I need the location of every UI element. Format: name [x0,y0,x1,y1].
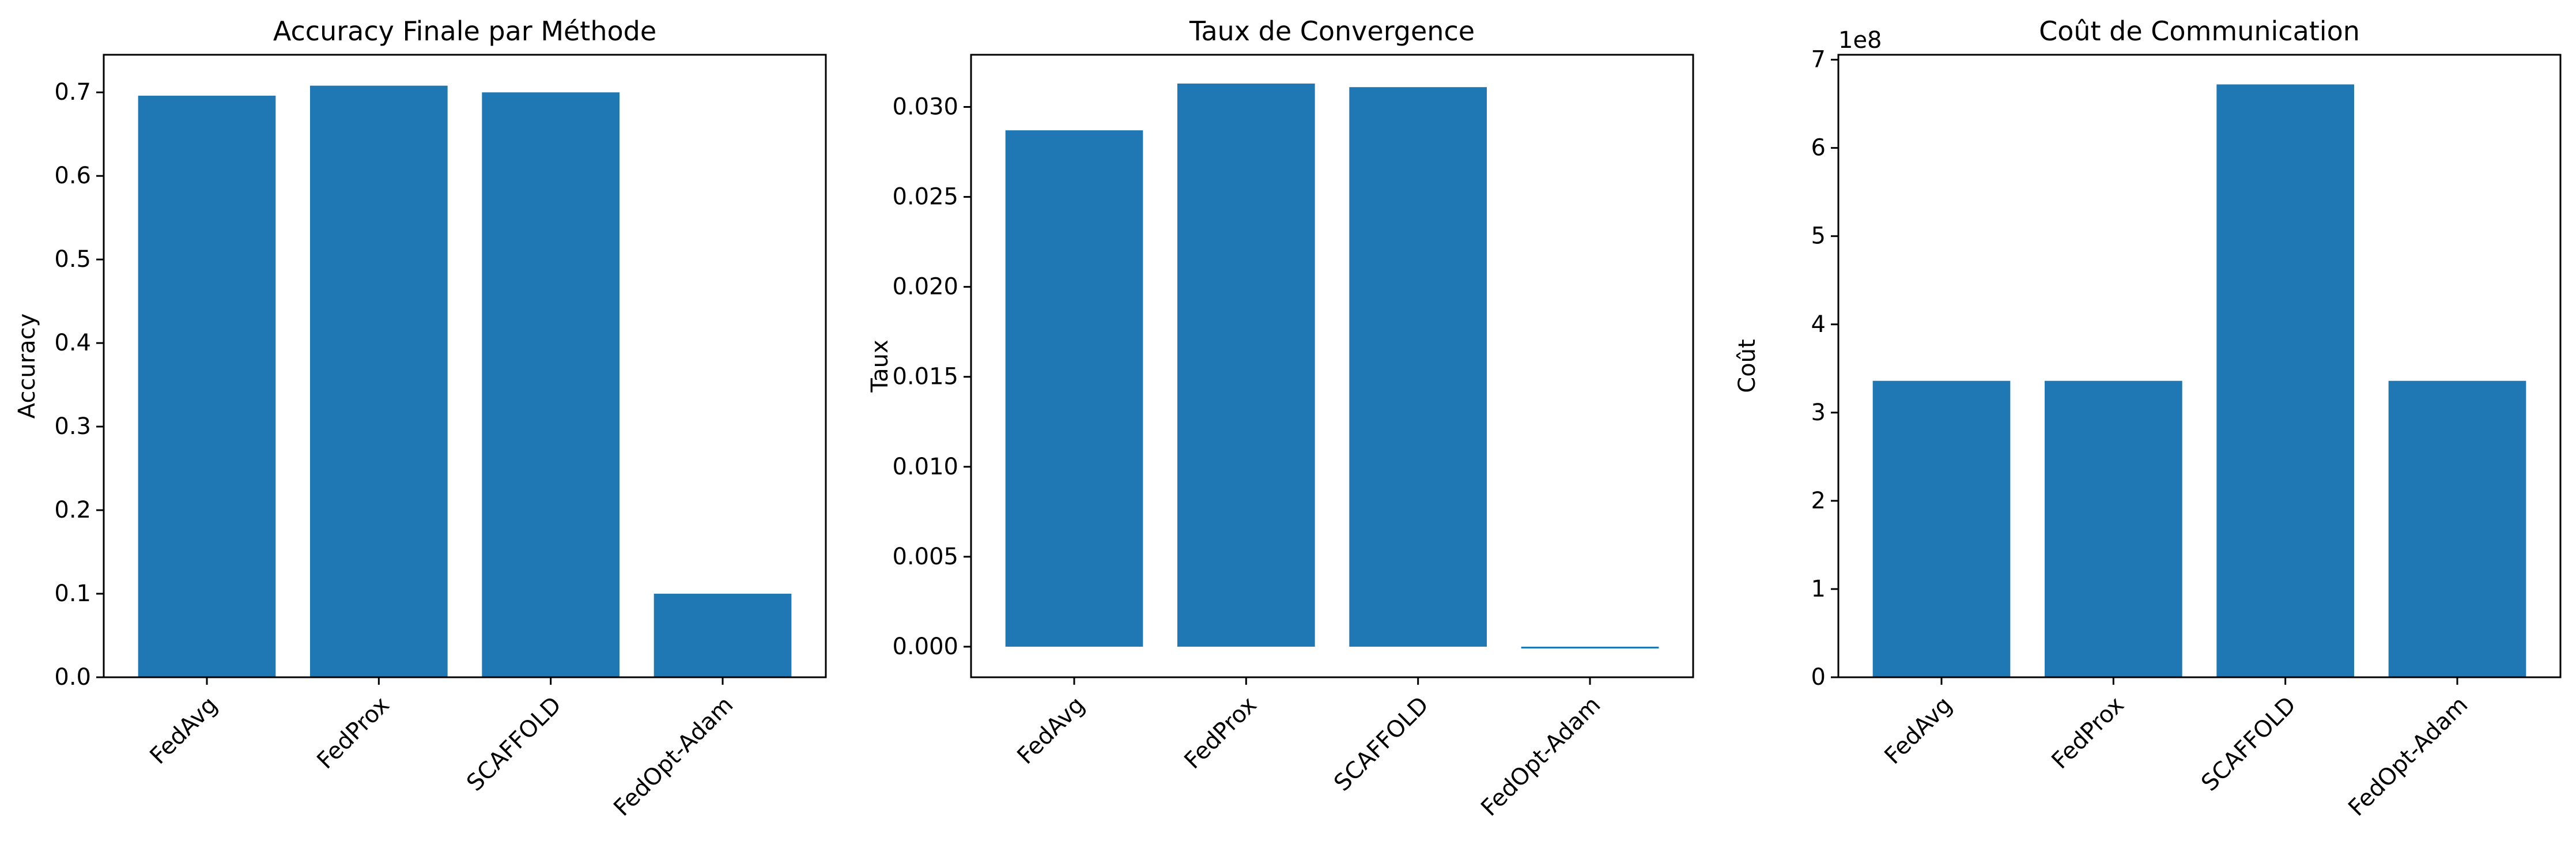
bar-fedavg [1005,130,1143,647]
y-offset-label: 1e8 [1838,27,1882,54]
x-tick-label-fedavg: FedAvg [1879,692,1957,769]
y-axis-label: Coût [1734,339,1761,393]
axes-frame [1837,54,2562,678]
bar-fedprox [2045,380,2182,677]
bar-fedavg [1872,380,2011,677]
y-axis-label: Taux [867,339,893,393]
bar-scaffold [1349,87,1487,647]
y-tick-label: 0.030 [892,94,958,120]
y-tick-label: 0.2 [54,497,91,523]
x-tick-label-scaffold: SCAFFOLD [462,692,566,797]
y-tick-label: 0.020 [892,274,958,300]
x-tick-label-fedopt-adam: FedOpt-Adam [609,692,738,821]
chart-panel-2: 0.000 0.005 0.010 0.015 0.020 0.025 0.030 FedAv… [867,16,1694,821]
x-tick-label-fedopt-adam: FedOpt-Adam [2343,692,2473,821]
x-tick-label-scaffold: SCAFFOLD [1329,692,1434,797]
x-tick-label-fedopt-adam: FedOpt-Adam [1476,692,1606,821]
y-tick-label: 0.005 [892,544,958,570]
chart-panel-1: 0.0 0.1 0.2 0.3 0.4 0.5 0.6 0.7 FedAvg FedProx SCA… [14,16,827,821]
x-tick-label-fedavg: FedAvg [1012,692,1090,769]
x-tick-label-fedavg: FedAvg [145,692,222,769]
x-tick-label-fedprox: FedProx [1179,692,1261,774]
y-tick-label: 0.3 [54,413,91,440]
bar-fedopt-adam [654,594,792,677]
chart-title: Coût de Communication [2039,16,2360,47]
axes-frame [970,54,1694,678]
bar-scaffold [2216,84,2354,678]
chart-panel-3: 0 1 2 3 4 5 6 7 FedAvg FedProx SCAFFOLD FedOpt-Adam… [1734,16,2562,821]
y-tick-label: 0.5 [54,246,91,273]
y-tick-label: 3 [1811,399,1826,426]
y-tick-label: 0.025 [892,184,958,210]
y-tick-label: 5 [1811,223,1826,250]
y-tick-label: 0.0 [54,664,91,691]
axes-frame [103,54,827,678]
y-tick-label: 0.010 [892,454,958,480]
x-tick-label-fedprox: FedProx [312,692,394,774]
y-tick-label: 0 [1811,664,1826,691]
y-tick-label: 0.7 [54,79,91,105]
y-tick-label: 1 [1811,576,1826,602]
bar-scaffold [482,92,620,678]
y-tick-label: 0.6 [54,163,91,189]
x-tick-label-fedprox: FedProx [2046,692,2129,774]
y-tick-label: 4 [1811,311,1826,338]
bar-fedopt-adam [2388,380,2526,677]
y-tick-label: 6 [1811,135,1826,161]
chart-title: Taux de Convergence [1189,16,1475,47]
y-tick-label: 0.015 [892,364,958,390]
y-tick-label: 7 [1811,47,1826,73]
bar-fedprox [310,85,448,677]
y-tick-label: 0.4 [54,330,91,356]
bar-fedavg [138,96,276,677]
y-tick-label: 0.1 [54,580,91,607]
y-axis-label: Accuracy [14,314,40,419]
y-tick-label: 2 [1811,488,1826,514]
x-tick-label-scaffold: SCAFFOLD [2196,692,2301,797]
y-tick-label: 0.000 [892,633,958,660]
chart-title: Accuracy Finale par Méthode [273,16,656,47]
bar-fedopt-adam [1521,646,1659,649]
bar-fedprox [1177,83,1315,647]
